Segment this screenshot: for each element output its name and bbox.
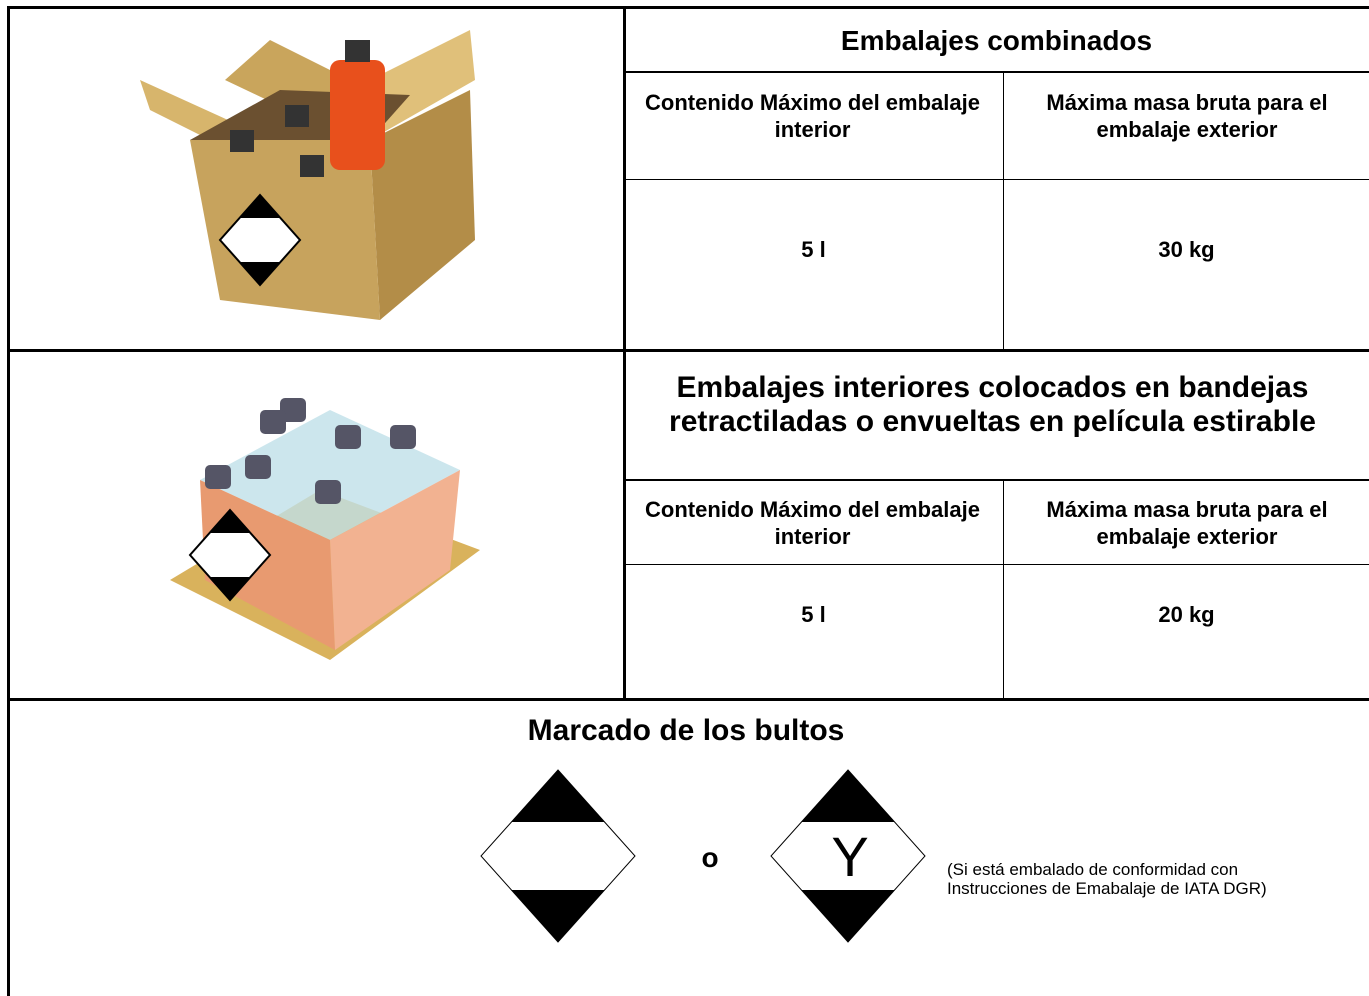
border [624,479,1369,481]
border [7,698,1369,701]
marking-diamond [480,769,636,943]
border [1003,72,1004,350]
border [7,6,10,996]
value: 5 l [801,602,826,627]
section-title: Embalajes combinados [840,24,1153,56]
value: 20 kg [1158,602,1215,627]
border [623,6,626,701]
border [624,564,1369,565]
section-title: Embalajes interiores colocados en bandej… [669,371,1316,438]
marking-title: Marcado de los bultos [527,714,845,747]
separator: o [701,842,719,873]
value: 5 l [801,237,826,262]
tray-image [170,398,480,660]
column-header: Contenido Máximo del embalaje interior [645,89,980,142]
value: 30 kg [1158,237,1215,262]
box-image [140,30,475,320]
border [7,6,1369,9]
border [1003,480,1004,698]
border [624,71,1369,73]
note: (Si está embalado de conformidad con Ins… [947,860,1267,898]
column-header: Máxima masa bruta para el embalaje exter… [1046,496,1328,549]
marking-symbol: Y [831,824,869,888]
border [624,179,1369,180]
column-header: Contenido Máximo del embalaje interior [645,496,980,549]
border [7,349,1369,352]
marking-diamond-y [770,769,926,943]
column-header: Máxima masa bruta para el embalaje exter… [1046,89,1328,142]
